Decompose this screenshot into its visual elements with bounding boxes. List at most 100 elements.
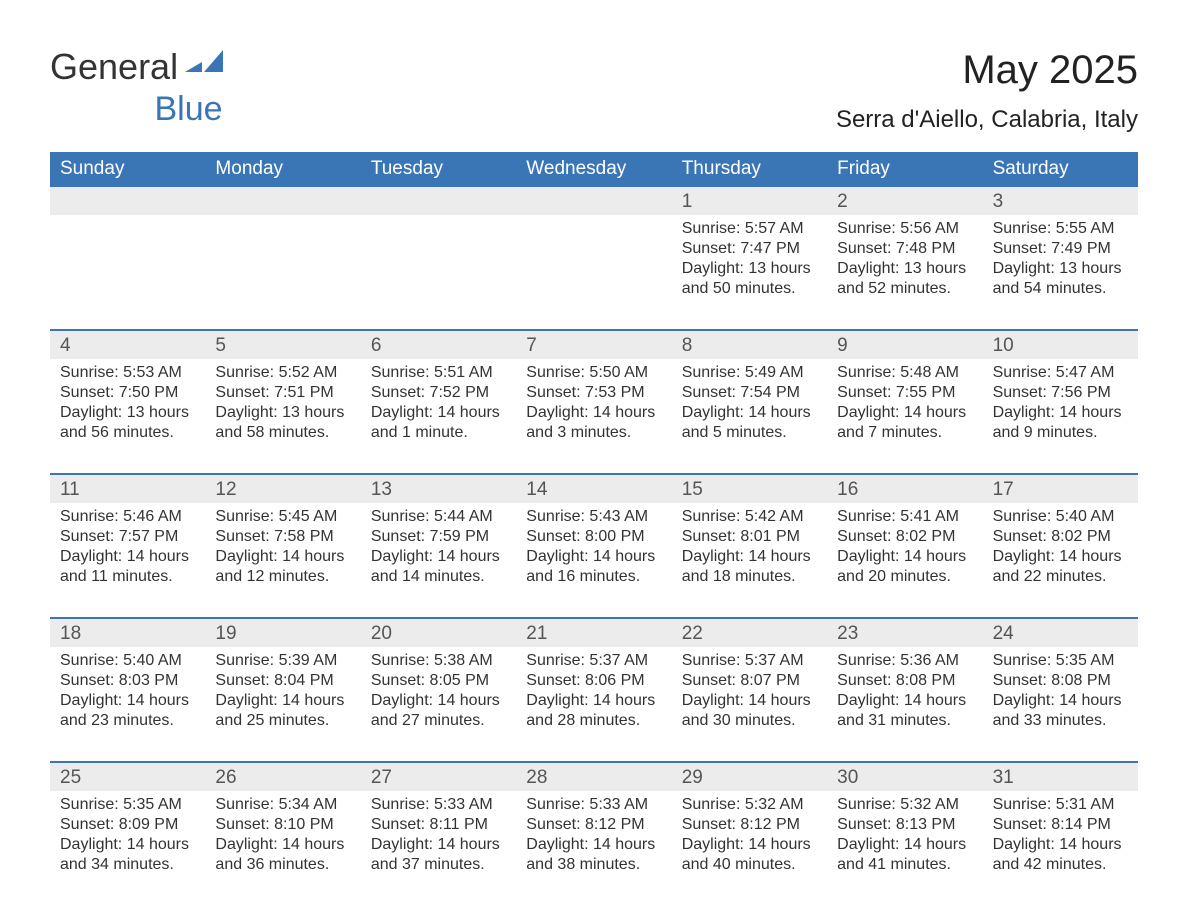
day-day2: and 9 minutes.: [993, 423, 1128, 443]
daynum-cell: 9: [827, 331, 982, 359]
location: Serra d'Aiello, Calabria, Italy: [836, 106, 1138, 134]
day-cell: Sunrise: 5:33 AMSunset: 8:12 PMDaylight:…: [516, 791, 671, 883]
day-cell: Sunrise: 5:33 AMSunset: 8:11 PMDaylight:…: [361, 791, 516, 883]
day-day1: Daylight: 14 hours: [993, 691, 1128, 711]
day-day1: Daylight: 14 hours: [682, 547, 817, 567]
day-day2: and 22 minutes.: [993, 567, 1128, 587]
day-day2: and 23 minutes.: [60, 711, 195, 731]
daynum-cell: 19: [205, 619, 360, 647]
day-day2: and 27 minutes.: [371, 711, 506, 731]
day-cell: Sunrise: 5:36 AMSunset: 8:08 PMDaylight:…: [827, 647, 982, 739]
weekday-cell: Friday: [827, 152, 982, 187]
day-sunrise: Sunrise: 5:57 AM: [682, 219, 817, 239]
day-day1: Daylight: 14 hours: [682, 403, 817, 423]
day-day2: and 50 minutes.: [682, 279, 817, 299]
day-day2: and 41 minutes.: [837, 855, 972, 875]
day-sunrise: Sunrise: 5:32 AM: [682, 795, 817, 815]
daynum-cell: 25: [50, 763, 205, 791]
day-sunrise: Sunrise: 5:35 AM: [993, 651, 1128, 671]
day-sunset: Sunset: 8:14 PM: [993, 815, 1128, 835]
day-sunset: Sunset: 8:08 PM: [993, 671, 1128, 691]
day-day1: Daylight: 14 hours: [215, 547, 350, 567]
daynum-cell: 17: [983, 475, 1138, 503]
day-day1: Daylight: 14 hours: [60, 547, 195, 567]
day-sunrise: Sunrise: 5:33 AM: [371, 795, 506, 815]
daynum-cell: [361, 187, 516, 215]
day-sunrise: Sunrise: 5:31 AM: [993, 795, 1128, 815]
day-cell: Sunrise: 5:35 AMSunset: 8:08 PMDaylight:…: [983, 647, 1138, 739]
day-day1: Daylight: 14 hours: [837, 835, 972, 855]
day-cell: Sunrise: 5:50 AMSunset: 7:53 PMDaylight:…: [516, 359, 671, 451]
daynum-cell: 2: [827, 187, 982, 215]
week-body-row: Sunrise: 5:46 AMSunset: 7:57 PMDaylight:…: [50, 503, 1138, 595]
day-day1: Daylight: 13 hours: [837, 259, 972, 279]
daynum-row: 45678910: [50, 329, 1138, 359]
day-sunset: Sunset: 7:56 PM: [993, 383, 1128, 403]
day-cell: Sunrise: 5:41 AMSunset: 8:02 PMDaylight:…: [827, 503, 982, 595]
day-day1: Daylight: 13 hours: [215, 403, 350, 423]
daynum-cell: 3: [983, 187, 1138, 215]
weekday-cell: Sunday: [50, 152, 205, 187]
day-cell: Sunrise: 5:35 AMSunset: 8:09 PMDaylight:…: [50, 791, 205, 883]
daynum-row: 11121314151617: [50, 473, 1138, 503]
day-day1: Daylight: 14 hours: [215, 691, 350, 711]
day-day2: and 31 minutes.: [837, 711, 972, 731]
daynum-cell: 30: [827, 763, 982, 791]
day-sunset: Sunset: 7:59 PM: [371, 527, 506, 547]
day-sunrise: Sunrise: 5:34 AM: [215, 795, 350, 815]
day-day2: and 36 minutes.: [215, 855, 350, 875]
day-day2: and 18 minutes.: [682, 567, 817, 587]
day-day1: Daylight: 14 hours: [371, 547, 506, 567]
daynum-row: 123: [50, 187, 1138, 215]
day-sunrise: Sunrise: 5:36 AM: [837, 651, 972, 671]
day-sunrise: Sunrise: 5:45 AM: [215, 507, 350, 527]
day-sunset: Sunset: 8:06 PM: [526, 671, 661, 691]
day-sunrise: Sunrise: 5:46 AM: [60, 507, 195, 527]
day-day1: Daylight: 14 hours: [526, 691, 661, 711]
weekday-cell: Tuesday: [361, 152, 516, 187]
day-cell: Sunrise: 5:32 AMSunset: 8:13 PMDaylight:…: [827, 791, 982, 883]
day-sunrise: Sunrise: 5:39 AM: [215, 651, 350, 671]
day-sunset: Sunset: 8:04 PM: [215, 671, 350, 691]
day-cell: Sunrise: 5:38 AMSunset: 8:05 PMDaylight:…: [361, 647, 516, 739]
day-cell: Sunrise: 5:55 AMSunset: 7:49 PMDaylight:…: [983, 215, 1138, 307]
title-block: May 2025 Serra d'Aiello, Calabria, Italy: [836, 50, 1138, 134]
day-cell: [205, 215, 360, 307]
day-cell: Sunrise: 5:43 AMSunset: 8:00 PMDaylight:…: [516, 503, 671, 595]
day-cell: [50, 215, 205, 307]
day-day2: and 58 minutes.: [215, 423, 350, 443]
day-day2: and 5 minutes.: [682, 423, 817, 443]
day-day1: Daylight: 14 hours: [526, 835, 661, 855]
day-sunset: Sunset: 7:52 PM: [371, 383, 506, 403]
day-cell: Sunrise: 5:34 AMSunset: 8:10 PMDaylight:…: [205, 791, 360, 883]
day-day2: and 28 minutes.: [526, 711, 661, 731]
day-sunset: Sunset: 8:11 PM: [371, 815, 506, 835]
day-sunrise: Sunrise: 5:55 AM: [993, 219, 1128, 239]
daynum-cell: 20: [361, 619, 516, 647]
day-sunrise: Sunrise: 5:37 AM: [682, 651, 817, 671]
day-cell: Sunrise: 5:32 AMSunset: 8:12 PMDaylight:…: [672, 791, 827, 883]
daynum-cell: 29: [672, 763, 827, 791]
day-sunset: Sunset: 8:02 PM: [993, 527, 1128, 547]
day-cell: Sunrise: 5:57 AMSunset: 7:47 PMDaylight:…: [672, 215, 827, 307]
daynum-cell: 28: [516, 763, 671, 791]
day-cell: Sunrise: 5:52 AMSunset: 7:51 PMDaylight:…: [205, 359, 360, 451]
day-sunrise: Sunrise: 5:38 AM: [371, 651, 506, 671]
day-day1: Daylight: 14 hours: [60, 691, 195, 711]
day-day1: Daylight: 13 hours: [60, 403, 195, 423]
calendar-body: 123Sunrise: 5:57 AMSunset: 7:47 PMDaylig…: [50, 187, 1138, 883]
day-cell: Sunrise: 5:44 AMSunset: 7:59 PMDaylight:…: [361, 503, 516, 595]
day-sunrise: Sunrise: 5:41 AM: [837, 507, 972, 527]
daynum-cell: 10: [983, 331, 1138, 359]
day-day2: and 7 minutes.: [837, 423, 972, 443]
logo-blue: Blue: [50, 93, 223, 125]
day-sunset: Sunset: 7:53 PM: [526, 383, 661, 403]
daynum-cell: 12: [205, 475, 360, 503]
day-sunrise: Sunrise: 5:52 AM: [215, 363, 350, 383]
day-day2: and 25 minutes.: [215, 711, 350, 731]
daynum-cell: 31: [983, 763, 1138, 791]
day-cell: Sunrise: 5:51 AMSunset: 7:52 PMDaylight:…: [361, 359, 516, 451]
day-day1: Daylight: 14 hours: [682, 835, 817, 855]
day-sunrise: Sunrise: 5:40 AM: [60, 651, 195, 671]
day-day2: and 16 minutes.: [526, 567, 661, 587]
